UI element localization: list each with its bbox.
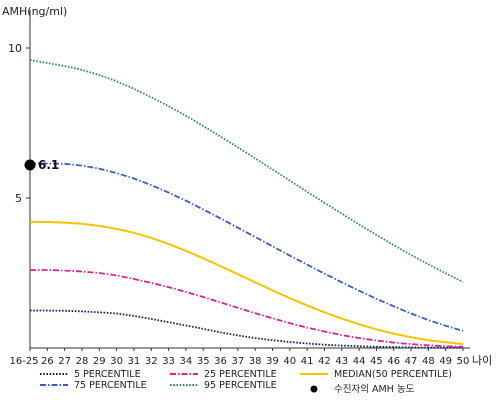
x-tick-label: 37 bbox=[231, 356, 244, 367]
legend-label: MEDIAN(50 PERCENTILE) bbox=[334, 369, 452, 380]
x-tick-label: 30 bbox=[110, 356, 123, 367]
series-line-5-percentile bbox=[30, 309, 463, 349]
marker-value-label: 6.1 bbox=[38, 158, 59, 172]
x-tick-label: 45 bbox=[370, 356, 383, 367]
series-lines bbox=[29, 59, 464, 349]
x-tick-label: 44 bbox=[353, 356, 366, 367]
x-tick-label: 49 bbox=[439, 356, 452, 367]
x-ticks: 16-25 26 27 28 29 30 31 32 33 34 35 36 37 38 39 40 41 42 4… bbox=[9, 348, 469, 367]
x-tick-label: 31 bbox=[128, 356, 141, 367]
legend-label: 75 PERCENTILE bbox=[74, 380, 147, 391]
y-axis-label: AMH(ng/ml) bbox=[2, 5, 67, 18]
x-tick-label: 47 bbox=[405, 356, 418, 367]
x-tick-label: 39 bbox=[266, 356, 279, 367]
x-tick-label: 33 bbox=[162, 356, 175, 367]
x-tick-label: 34 bbox=[180, 356, 193, 367]
y-ticks: 5 10 bbox=[8, 42, 30, 205]
series-line-25-percentile bbox=[30, 269, 464, 348]
x-tick-label: 48 bbox=[422, 356, 435, 367]
x-tick-label: 43 bbox=[335, 356, 348, 367]
marker-dot bbox=[24, 159, 36, 171]
x-axis-label: 나이 bbox=[472, 354, 492, 367]
patient-marker: 6.1 bbox=[24, 158, 59, 172]
y-tick-label: 10 bbox=[8, 42, 22, 55]
x-tick-label: 38 bbox=[249, 356, 262, 367]
x-tick-label: 41 bbox=[301, 356, 314, 367]
x-tick-label: 26 bbox=[41, 356, 54, 367]
x-tick-label: 28 bbox=[76, 356, 89, 367]
series-line-95-percentile bbox=[29, 59, 464, 283]
x-tick-label: 40 bbox=[283, 356, 296, 367]
x-tick-label: 50 bbox=[457, 356, 470, 367]
x-tick-label: 36 bbox=[214, 356, 227, 367]
x-tick-label: 32 bbox=[145, 356, 158, 367]
x-tick-label: 27 bbox=[58, 356, 71, 367]
legend-label: 95 PERCENTILE bbox=[204, 380, 277, 391]
x-tick-label: 35 bbox=[197, 356, 210, 367]
legend-marker-dot bbox=[310, 385, 318, 393]
axes bbox=[29, 10, 470, 349]
legend-label: 수진자의 AMH 농도 bbox=[334, 384, 415, 395]
x-tick-label: 29 bbox=[93, 356, 106, 367]
x-tick-label: 46 bbox=[387, 356, 400, 367]
legend: 5 PERCENTILE 25 PERCENTILE MEDIAN(50 PERCE… bbox=[40, 369, 452, 395]
x-tick-label: 16-25 bbox=[9, 356, 38, 367]
series-line-median-50-percentile- bbox=[30, 221, 464, 346]
x-tick-label: 42 bbox=[318, 356, 331, 367]
y-tick-label: 5 bbox=[15, 192, 22, 205]
legend-label: 5 PERCENTILE bbox=[74, 369, 141, 380]
series-line-75-percentile bbox=[30, 162, 464, 332]
legend-label: 25 PERCENTILE bbox=[204, 369, 277, 380]
